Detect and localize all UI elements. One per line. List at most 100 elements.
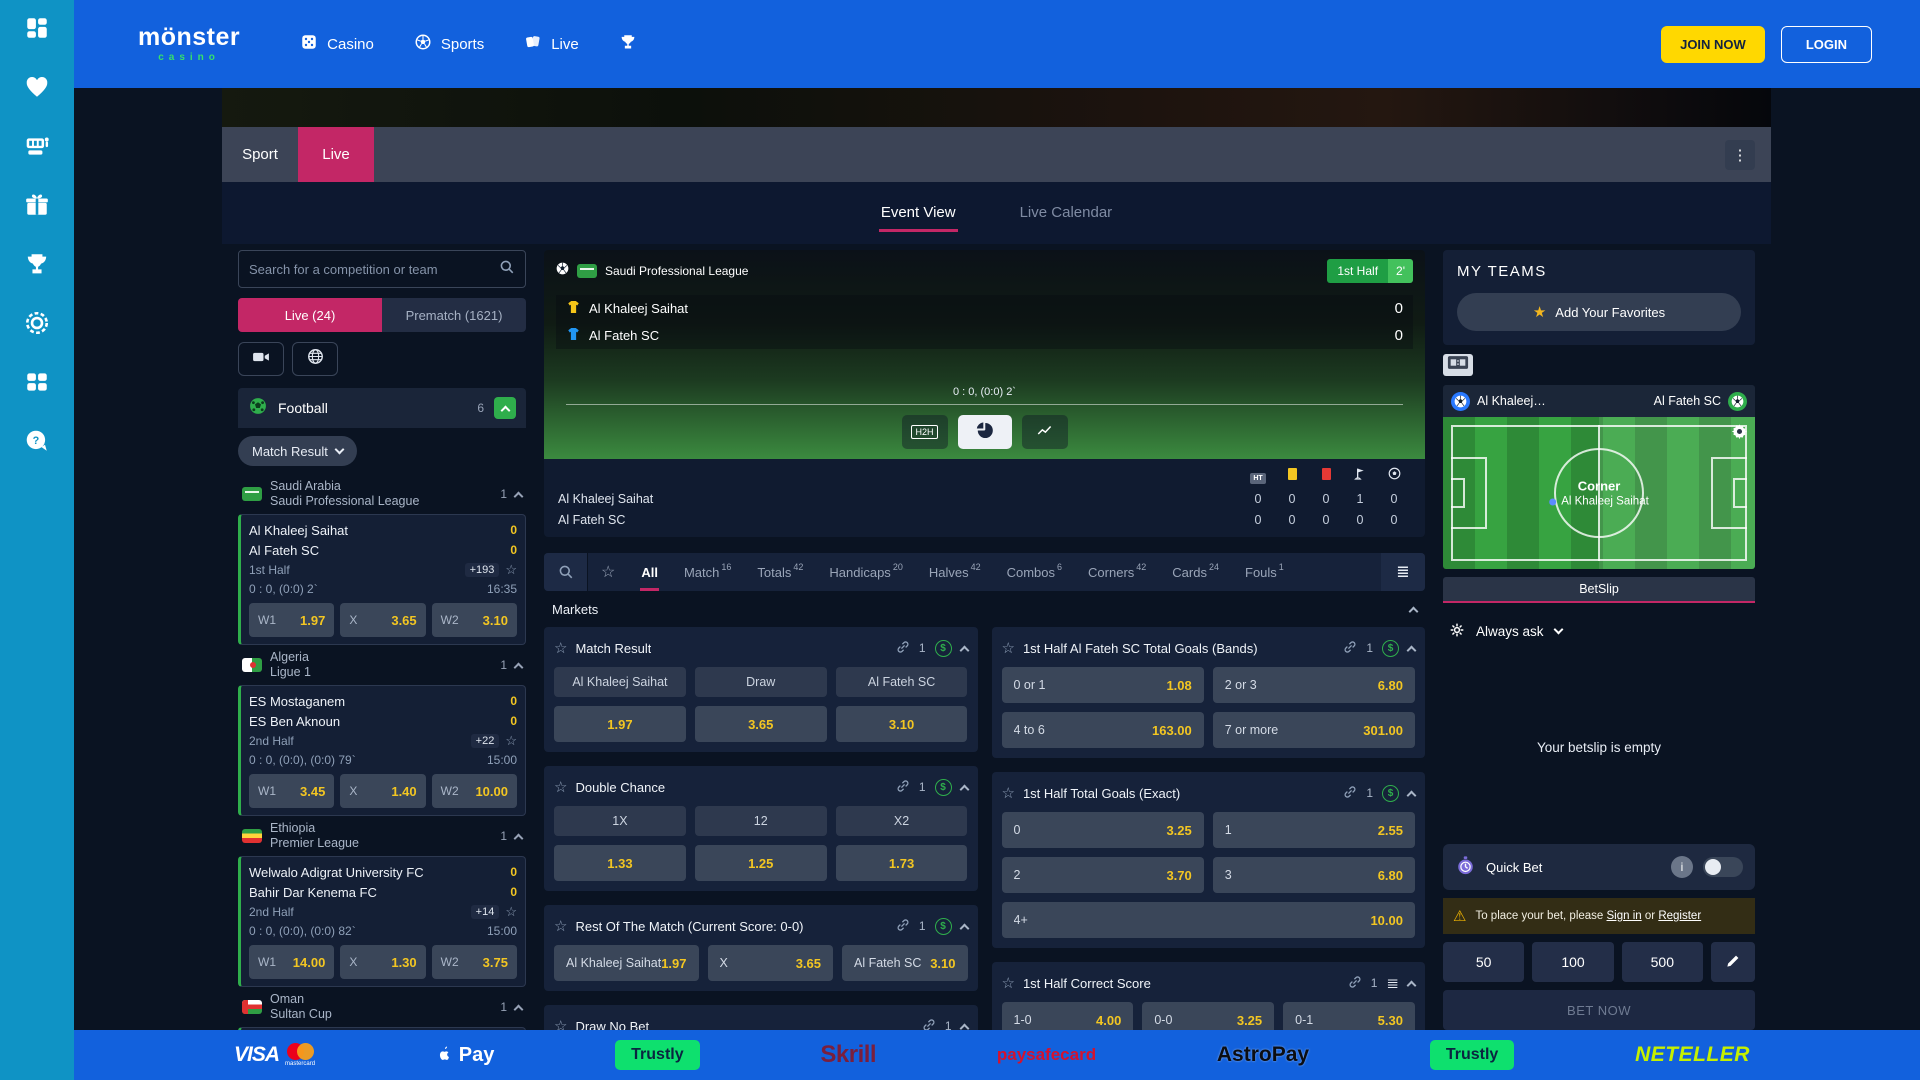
stake-button-500[interactable]: 500 (1621, 942, 1703, 982)
odd-cell[interactable]: 1.25 (694, 845, 827, 881)
nav-item-live[interactable]: Live (524, 33, 579, 55)
market-card-header[interactable]: ☆ Match Result 1 $ (554, 635, 969, 661)
odd-cell[interactable]: 1.97 (554, 706, 686, 742)
market-tab-cards[interactable]: Cards 24 (1172, 562, 1219, 580)
odd-cell[interactable]: 0-0 3.25 (1142, 1002, 1275, 1030)
odd-cell[interactable]: 3.10 (835, 706, 968, 742)
odd-cell[interactable]: 1.33 (554, 845, 686, 881)
market-tab-match[interactable]: Match 16 (683, 562, 732, 580)
collapse-league-icon[interactable] (513, 662, 524, 672)
football-group-header[interactable]: Football 6 (238, 388, 526, 428)
odd-button[interactable]: W2 3.10 (431, 603, 517, 637)
odd-button[interactable]: X 1.40 (340, 774, 426, 808)
favorite-market-icon[interactable]: ☆ (554, 1018, 568, 1030)
sign-in-link[interactable]: Sign in (1606, 910, 1642, 922)
favorite-market-icon[interactable]: ☆ (554, 640, 568, 657)
collapse-league-icon[interactable] (513, 833, 524, 843)
quick-bet-toggle[interactable] (1703, 857, 1743, 877)
info-icon[interactable]: i (1671, 856, 1693, 878)
sidebar-item-coins[interactable] (23, 311, 51, 339)
sidebar-item-games[interactable] (23, 370, 51, 398)
odd-cell[interactable]: X 3.65 (707, 945, 833, 981)
more-markets-count[interactable]: +193 (464, 562, 500, 577)
collapse-sport-button[interactable] (494, 397, 516, 419)
league-header[interactable]: Algeria Ligue 1 1 (238, 645, 526, 685)
favorite-star-icon[interactable]: ☆ (505, 732, 517, 748)
collapse-market-icon[interactable] (1406, 790, 1417, 800)
odd-cell[interactable]: 0-1 5.30 (1283, 1002, 1415, 1030)
scoreboard-toggle-button[interactable] (1443, 354, 1473, 376)
markets-section-header[interactable]: Markets (544, 591, 1425, 627)
favorite-star-icon[interactable]: ☆ (505, 561, 517, 577)
odd-cell[interactable]: 0 or 1 1.08 (1001, 667, 1204, 703)
tab-live-calendar[interactable]: Live Calendar (1019, 204, 1113, 221)
odd-cell[interactable]: 3 6.80 (1212, 857, 1415, 893)
market-search-button[interactable] (544, 553, 588, 591)
login-button[interactable]: LOGIN (1780, 25, 1872, 63)
collapse-market-icon[interactable] (959, 1023, 969, 1030)
join-now-button[interactable]: JOIN NOW (1661, 25, 1765, 63)
tab-event-view[interactable]: Event View (878, 194, 958, 232)
sidebar-item-favorites[interactable] (23, 75, 51, 103)
market-filter-dropdown[interactable]: Match Result (238, 436, 357, 466)
link-icon[interactable] (896, 779, 910, 796)
pitch-settings-icon[interactable] (1730, 422, 1749, 446)
market-card-header[interactable]: ☆ Draw No Bet 1 (554, 1013, 969, 1030)
stats-pie-view-button[interactable] (957, 415, 1012, 449)
market-card-header[interactable]: ☆ 1st Half Total Goals (Exact) 1 $ (1001, 780, 1417, 806)
league-header[interactable]: Oman Sultan Cup 1 (238, 987, 526, 1027)
more-markets-count[interactable]: +22 (470, 733, 500, 748)
tab-live-count[interactable]: Live (24) (238, 298, 382, 332)
collapse-market-icon[interactable] (959, 784, 969, 794)
odd-cell[interactable]: Al Fateh SC 3.10 (842, 945, 968, 981)
odd-cell[interactable]: 4+ 10.00 (1001, 902, 1415, 938)
region-filter-button[interactable] (292, 342, 338, 376)
sidebar-item-slots[interactable] (23, 134, 51, 162)
odd-button[interactable]: W1 14.00 (249, 945, 335, 979)
tab-sport[interactable]: Sport (242, 146, 278, 163)
match-card[interactable]: ES Mostaganem 0 ES Ben Aknoun 0 2nd Half +… (238, 685, 526, 816)
add-favorites-button[interactable]: ★ Add Your Favorites (1457, 293, 1741, 331)
market-layout-icon[interactable]: ≣ (1381, 553, 1425, 591)
search-input[interactable] (249, 261, 499, 277)
odd-cell[interactable]: 4 to 6 163.00 (1001, 712, 1204, 748)
link-icon[interactable] (1343, 785, 1357, 802)
video-filter-button[interactable] (238, 342, 284, 376)
market-tab-halves[interactable]: Halves 42 (928, 562, 981, 580)
register-link[interactable]: Register (1658, 910, 1702, 922)
match-card[interactable]: Al Musannah SC1 AL Nahda Al Buraimi3 (238, 1027, 526, 1030)
odd-button[interactable]: X 1.30 (340, 945, 426, 979)
h2h-view-button[interactable]: H2H (901, 415, 948, 449)
sidebar-item-tournaments[interactable] (23, 252, 51, 280)
betslip-mode-dropdown[interactable]: Always ask (1443, 611, 1755, 651)
odd-button[interactable]: W1 3.45 (249, 774, 335, 808)
market-tab-totals[interactable]: Totals 42 (757, 562, 804, 580)
odd-cell[interactable]: 3.65 (694, 706, 827, 742)
odd-cell[interactable]: 1.73 (835, 845, 968, 881)
odd-cell[interactable]: 1-0 4.00 (1001, 1002, 1134, 1030)
odd-button[interactable]: W1 1.97 (249, 603, 335, 637)
favorite-market-icon[interactable]: ☆ (1001, 785, 1015, 802)
favorite-market-icon[interactable]: ☆ (554, 918, 568, 935)
market-tab-combos[interactable]: Combos 6 (1006, 562, 1063, 580)
market-card-header[interactable]: ☆ Rest Of The Match (Current Score: 0-0)… (554, 913, 969, 939)
stake-button-100[interactable]: 100 (1532, 942, 1614, 982)
collapse-market-icon[interactable] (1406, 980, 1417, 990)
market-card-header[interactable]: ☆ 1st Half Correct Score 1 ≣ (1001, 970, 1417, 996)
link-icon[interactable] (922, 1018, 936, 1030)
collapse-league-icon[interactable] (513, 1004, 524, 1014)
favorite-markets-icon[interactable]: ☆ (601, 564, 616, 581)
market-card-header[interactable]: ☆ 1st Half Al Fateh SC Total Goals (Band… (1001, 635, 1417, 661)
sidebar-item-dashboard[interactable] (23, 16, 51, 44)
link-icon[interactable] (1343, 640, 1357, 657)
favorite-market-icon[interactable]: ☆ (1001, 975, 1015, 992)
more-markets-count[interactable]: +14 (470, 904, 500, 919)
odd-cell[interactable]: Al Khaleej Saihat 1.97 (554, 945, 699, 981)
favorite-market-icon[interactable]: ☆ (1001, 640, 1015, 657)
odd-cell[interactable]: 2 or 3 6.80 (1212, 667, 1415, 703)
custom-stake-button[interactable] (1710, 942, 1755, 982)
collapse-league-icon[interactable] (513, 491, 524, 501)
market-tab-fouls[interactable]: Fouls 1 (1245, 562, 1284, 580)
nav-item-tournaments[interactable] (619, 33, 637, 55)
collapse-market-icon[interactable] (959, 923, 969, 933)
